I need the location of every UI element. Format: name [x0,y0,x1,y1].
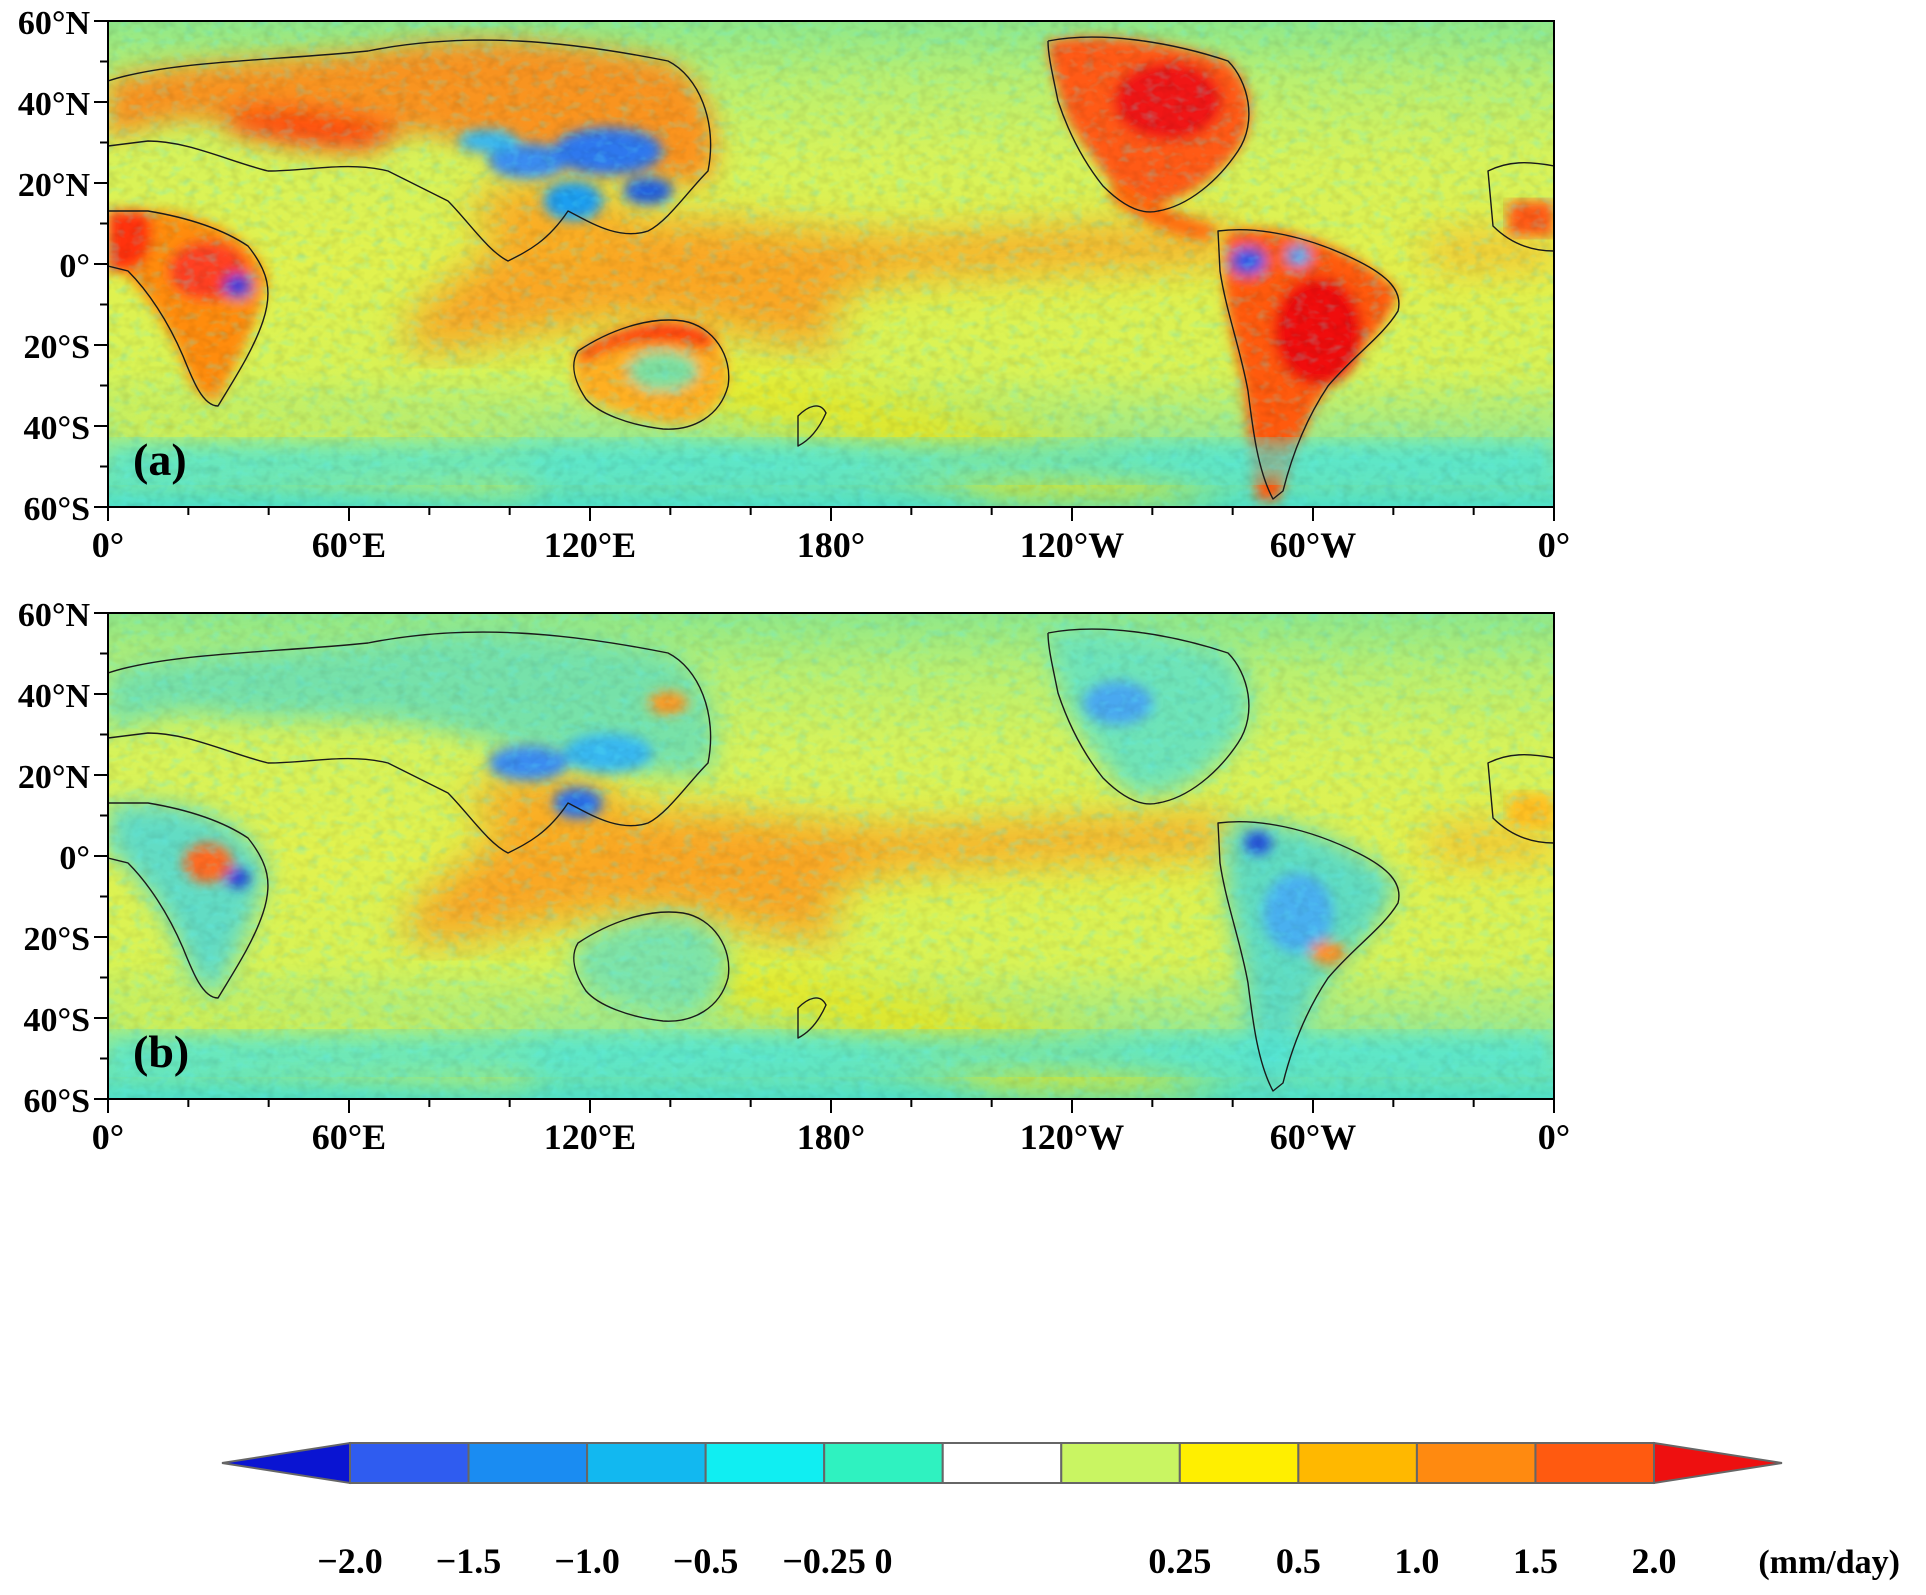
panel-b-lat-tick-label: 20°N [18,759,91,796]
panel-a-lat-tick-label: 20°S [23,329,90,366]
colorbar-tick-label: 0 [874,1541,892,1581]
colorbar-bin [1534,1442,1656,1484]
panel-a-lat-tick-label: 40°S [23,410,90,447]
colorbar-bin [941,1442,1063,1484]
panel-a-lon-tick-label: 0° [1538,525,1570,565]
colorbar-bin [586,1442,707,1484]
panel-b-lon-tick-label: 120°W [1020,1117,1124,1157]
panel-a-lat-tick-label: 40°N [18,86,91,123]
colorbar-tick-label: −0.5 [673,1541,739,1581]
colorbar-bin [1415,1442,1537,1484]
colorbar-bin [467,1442,589,1484]
panel-b-lon-tick-label: 0° [1538,1117,1570,1157]
panel-a-lon-tick-label: 60°W [1270,525,1356,565]
colorbar-unit: (mm/day) [1758,1544,1900,1581]
colorbar-tick-label: −2.0 [317,1541,383,1581]
colorbar-bin [823,1442,944,1484]
panel-b-lon-tick-label: 120°E [544,1117,636,1157]
panel-b-lat-tick-label: 40°S [23,1002,90,1039]
panel-a-lon-tick-label: 120°W [1020,525,1124,565]
panel-b-lat-tick-label: 20°S [23,921,90,958]
panel-b-lat-tick-label: 40°N [18,678,91,715]
panel-b-lat-tick-label: 0° [59,840,90,877]
colorbar-bin [1178,1442,1300,1484]
panel-a-lon-tick-label: 0° [92,525,124,565]
panel-a-lon-tick-label: 120°E [544,525,636,565]
colorbar-bin [1060,1442,1181,1484]
panel-b: (b) 60°N40°N20°N0°20°S40°S60°S0° 60°E 120°… [18,597,1570,1157]
panel-b-lat-tick-label: 60°N [18,597,91,634]
panel-b-lon-tick-label: 180° [797,1117,865,1157]
colorbar-segments [221,1441,1783,1485]
colorbar: −2.0 −1.5 −1.0 −0.5 −0.25 0 0.25 0.5 1.0 1.5 2.0 (… [221,1441,1900,1581]
colorbar-extension-high [1653,1441,1783,1485]
panel-a-lat-tick-label: 60°S [23,491,90,528]
colorbar-bin [704,1442,826,1484]
colorbar-labels: −2.0 −1.5 −1.0 −0.5 −0.25 0 0.25 0.5 1.0 1.5 2.0 [317,1541,1676,1581]
panel-b-lon-tick-label: 60°E [312,1117,386,1157]
panel-a: (a) 60°N40°N20°N0°20°S40°S60°S0° 60°E 120°… [18,5,1570,565]
colorbar-extension-low [221,1441,351,1485]
colorbar-tick-label: −0.25 [782,1541,866,1581]
panel-a-lon-tick-label: 180° [797,525,865,565]
panel-a-lat-tick-label: 20°N [18,167,91,204]
colorbar-tick-label: 0.5 [1276,1541,1321,1581]
panel-b-label: (b) [133,1026,189,1077]
colorbar-tick-label: 1.0 [1394,1541,1439,1581]
panel-a-field [108,21,1554,507]
panel-b-lon-tick-label: 0° [92,1117,124,1157]
panel-b-ticks: 60°N40°N20°N0°20°S40°S60°S0° 60°E 120°E 180… [18,597,1570,1157]
colorbar-bin [1297,1442,1418,1484]
colorbar-bin [349,1442,470,1484]
colorbar-tick-label: 2.0 [1632,1541,1677,1581]
panel-a-lon-tick-label: 60°E [312,525,386,565]
colorbar-tick-label: 0.25 [1148,1541,1211,1581]
panel-b-lat-tick-label: 60°S [23,1083,90,1120]
colorbar-tick-label: −1.5 [436,1541,502,1581]
panel-a-label: (a) [133,434,187,485]
panel-a-lat-tick-label: 0° [59,248,90,285]
panel-b-field [108,613,1554,1099]
panel-a-lat-tick-label: 60°N [18,5,91,42]
colorbar-tick-label: 1.5 [1513,1541,1558,1581]
panel-a-ticks: 60°N40°N20°N0°20°S40°S60°S0° 60°E 120°E 180… [18,5,1570,565]
colorbar-tick-label: −1.0 [554,1541,620,1581]
panel-b-lon-tick-label: 60°W [1270,1117,1356,1157]
